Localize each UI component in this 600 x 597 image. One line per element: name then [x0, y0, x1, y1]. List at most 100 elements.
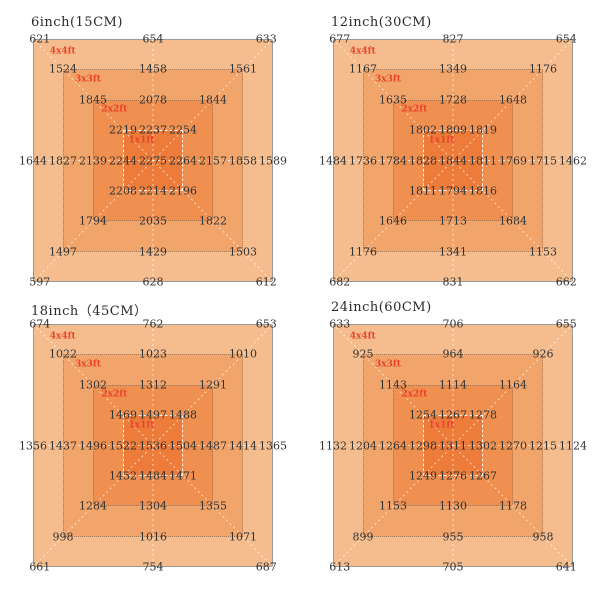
ppfd-value: 827: [442, 32, 464, 46]
crosshair-grid-lines: [333, 324, 573, 567]
ppfd-value: 899: [352, 530, 374, 544]
ppfd-value: 1356: [19, 439, 47, 452]
ppfd-center-value: 1311: [439, 439, 467, 452]
ppfd-value: 597: [29, 275, 51, 289]
ppfd-value: 1635: [379, 93, 407, 107]
ppfd-value: 2219: [109, 123, 137, 137]
ppfd-value: 1713: [439, 214, 467, 228]
ppfd-value: 705: [442, 560, 464, 574]
ppfd-value: 1844: [199, 93, 227, 107]
ppfd-value: 674: [29, 317, 51, 331]
ppfd-value: 1497: [139, 408, 167, 422]
ppfd-value: 1452: [109, 469, 137, 483]
ppfd-value: 955: [442, 530, 464, 544]
ppfd-value: 1437: [49, 439, 77, 452]
ppfd-value: 1644: [19, 154, 47, 167]
ppfd-value: 1819: [469, 123, 497, 137]
ppfd-value: 1130: [439, 499, 467, 513]
crosshair-grid-lines: [333, 39, 573, 282]
ppfd-value: 1858: [229, 154, 257, 167]
ppfd-value: 1143: [379, 378, 407, 392]
ppfd-value: 628: [142, 275, 164, 289]
ppfd-value: 1728: [439, 93, 467, 107]
ppfd-value: 831: [442, 275, 464, 289]
ppfd-value: 1178: [499, 499, 527, 513]
ppfd-value: 925: [352, 347, 374, 361]
panel-6inch: 6inch(15CM) 621 654 633 1644 1589 597 628 612 4x…: [0, 0, 300, 297]
ppfd-value: 2157: [199, 154, 227, 167]
ppfd-value: 1471: [169, 469, 197, 483]
ppfd-value: 1341: [439, 245, 467, 259]
ppfd-value: 1264: [379, 439, 407, 452]
ppfd-value: 1278: [469, 408, 497, 422]
ring-size-label: 3x3ft: [375, 359, 401, 370]
ppfd-value: 1827: [49, 154, 77, 167]
ppfd-value: 1504: [169, 439, 197, 452]
ppfd-value: 1249: [409, 469, 437, 483]
crosshair-grid-lines: [33, 39, 273, 282]
panel-12inch: 12inch(30CM) 677 827 654 1484 1462 682 831 662 4…: [300, 0, 600, 297]
ppfd-value: 662: [555, 275, 577, 289]
ring-size-label: 4x4ft: [49, 331, 76, 342]
ppfd-value: 1164: [499, 378, 527, 392]
crosshair-grid-lines: [33, 324, 273, 567]
panel-title: 18inch（45CM）: [31, 304, 148, 319]
ppfd-value: 661: [29, 560, 51, 574]
ppfd-value: 1809: [439, 123, 467, 137]
ppfd-value: 1215: [529, 439, 557, 452]
ppfd-value: 1811: [469, 154, 497, 167]
ppfd-value: 1794: [439, 184, 467, 198]
ppfd-value: 1589: [259, 154, 287, 167]
ppfd-value: 1487: [199, 439, 227, 452]
ppfd-center-value: 1844: [439, 154, 467, 167]
ppfd-value: 706: [442, 317, 464, 331]
ppfd-value: 1488: [169, 408, 197, 422]
ppfd-value: 1684: [499, 214, 527, 228]
ppfd-value: 964: [442, 347, 464, 361]
ppfd-value: 612: [255, 275, 277, 289]
ppfd-value: 926: [532, 347, 554, 361]
ppfd-value: 641: [555, 560, 577, 574]
ppfd-value: 1254: [409, 408, 437, 422]
ppfd-value: 1784: [379, 154, 407, 167]
ppfd-value: 1414: [229, 439, 257, 452]
ppfd-value: 754: [142, 560, 164, 574]
ppfd-map-24inch: 633 706 655 1132 1124 613 705 641 4x4ft 925 964 926…: [319, 319, 587, 573]
panel-24inch: 24inch(60CM) 633 706 655 1132 1124 613 705 641 4…: [300, 285, 600, 582]
ppfd-value: 1022: [49, 347, 77, 361]
ppfd-value: 677: [329, 32, 351, 46]
ppfd-value: 1484: [319, 154, 347, 167]
ppfd-value: 2264: [169, 154, 197, 167]
ppfd-value: 2196: [169, 184, 197, 198]
ppfd-value: 2214: [139, 184, 167, 198]
ppfd-value: 633: [255, 32, 277, 46]
ring-size-label: 1x1ft: [428, 420, 455, 431]
ppfd-value: 1811: [409, 184, 437, 198]
ppfd-value: 1302: [79, 378, 107, 392]
ppfd-value: 1822: [199, 214, 227, 228]
ppfd-value: 1132: [319, 439, 347, 452]
ring-size-label: 4x4ft: [349, 331, 376, 342]
ppfd-value: 1010: [229, 347, 257, 361]
ppfd-value: 1648: [499, 93, 527, 107]
ppfd-value: 1469: [109, 408, 137, 422]
ppfd-value: 958: [532, 530, 554, 544]
ppfd-value: 613: [329, 560, 351, 574]
ppfd-value: 1204: [349, 439, 377, 452]
ppfd-value: 654: [555, 32, 577, 46]
ppfd-map-12inch: 677 827 654 1484 1462 682 831 662 4x4ft 1167 1349 1…: [319, 34, 587, 288]
ppfd-value: 1736: [349, 154, 377, 167]
ppfd-value: 1153: [529, 245, 557, 259]
ring-size-label: 1x1ft: [128, 420, 155, 431]
ppfd-value: 1561: [229, 62, 257, 76]
ppfd-value: 2244: [109, 154, 137, 167]
ppfd-value: 687: [255, 560, 277, 574]
ppfd-value: 2035: [139, 214, 167, 228]
ppfd-value: 1167: [349, 62, 377, 76]
panel-title: 6inch(15CM): [31, 15, 123, 30]
panel-title: 24inch(60CM): [331, 300, 432, 315]
ppfd-value: 1071: [229, 530, 257, 544]
ppfd-center-value: 2275: [139, 154, 167, 167]
ppfd-value: 1828: [409, 154, 437, 167]
